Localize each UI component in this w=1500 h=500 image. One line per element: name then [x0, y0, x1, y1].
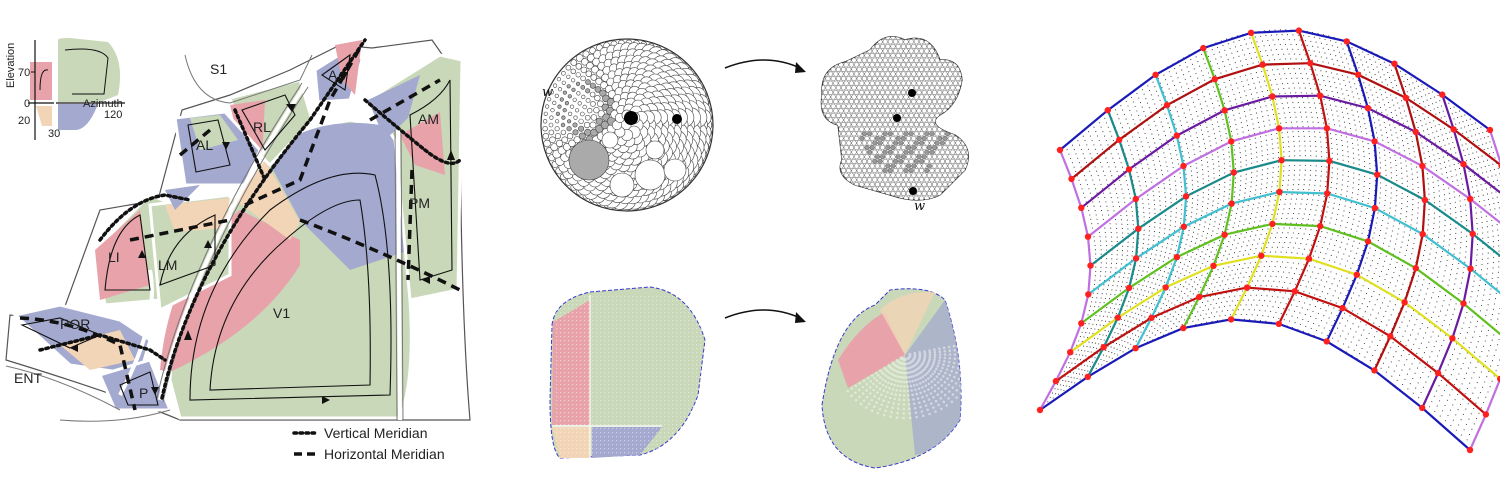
- inset-tick-0: 0: [24, 98, 30, 110]
- w-label-right: w: [914, 199, 925, 214]
- w-label-left: w: [542, 85, 553, 100]
- inset-tick-20: 20: [18, 115, 30, 127]
- label-rl: RL: [253, 119, 271, 135]
- area-al-green: [190, 115, 238, 150]
- mapped-dot-domain: [821, 288, 977, 469]
- legend-horizontal-label: Horizontal Meridian: [324, 446, 445, 462]
- visual-area-map: S1 A RL AM AL PM LI LM V1 POR ENT P Elev…: [5, 38, 471, 462]
- inset-peach-quadrant: [36, 106, 52, 126]
- label-s1: S1: [210, 61, 227, 77]
- circle-packing-disk: w: [540, 38, 714, 212]
- legend-vertical-label: Vertical Meridian: [324, 425, 428, 441]
- loop-arrowheads: [70, 72, 455, 404]
- area-li-red: [95, 210, 150, 300]
- inset-tick-70: 70: [18, 67, 30, 79]
- label-p: P: [139, 385, 148, 401]
- label-lm: LM: [158, 257, 177, 273]
- area-am-blue: [368, 75, 420, 140]
- visual-field-inset: Elevation Azimuth 70 0 20 30 120: [5, 38, 125, 140]
- label-li: LI: [108, 249, 120, 265]
- area-lm-peach: [165, 198, 230, 232]
- meridian-legend: Vertical Meridian Horizontal Meridian: [292, 425, 445, 462]
- mapping-arrow-top: [724, 59, 806, 73]
- area-pm-red: [400, 112, 445, 175]
- area-v1-blue: [265, 122, 410, 270]
- inset-x-label: Azimuth: [83, 98, 123, 110]
- hex-mesh-shape: w: [820, 36, 969, 214]
- inset-green-quadrant: [58, 38, 121, 102]
- inset-tick-120: 120: [104, 109, 122, 121]
- horizontal-meridian: [19, 47, 461, 411]
- label-al: AL: [196, 137, 213, 153]
- label-am: AM: [418, 111, 439, 127]
- label-pm: PM: [409, 195, 430, 211]
- mapping-arrow-bottom: [724, 309, 806, 323]
- label-a: A: [328, 67, 338, 83]
- area-border-lines: [5, 54, 404, 422]
- label-v1: V1: [273, 305, 290, 321]
- inset-red-quadrant: [30, 62, 52, 100]
- disk-mapping-panel: w w: [540, 36, 977, 469]
- inset-blue-quadrant: [58, 104, 98, 130]
- area-v1-red: [160, 210, 300, 372]
- label-por: POR: [60, 316, 90, 332]
- inset-tick-30: 30: [48, 128, 60, 140]
- inset-y-label: Elevation: [5, 43, 17, 88]
- surface-mesh-panel: [1036, 27, 1500, 454]
- label-ent: ENT: [14, 370, 42, 386]
- vertical-meridian: [38, 38, 462, 400]
- square-dot-domain: [549, 286, 706, 459]
